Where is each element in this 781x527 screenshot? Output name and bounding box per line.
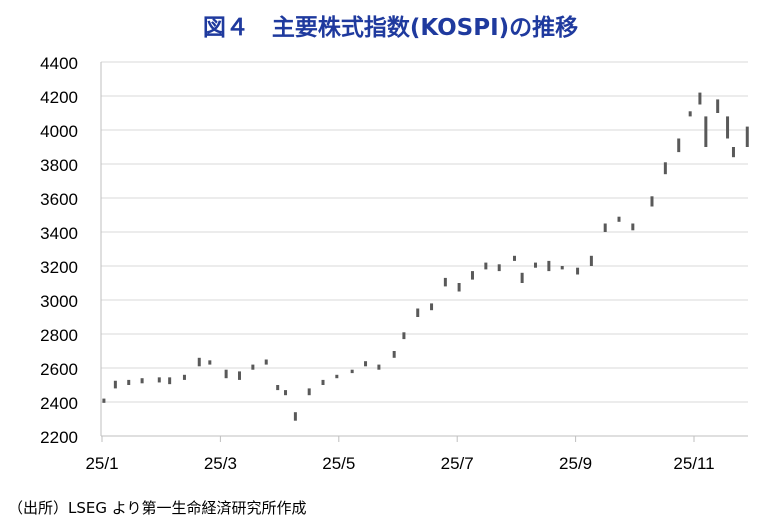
price-bar: [182, 374, 186, 380]
price-bar: [276, 385, 280, 391]
chart-title: 図４ 主要株式指数(KOSPI)の推移: [202, 15, 579, 41]
y-tick-label: 4200: [40, 88, 78, 107]
price-bar: [731, 147, 735, 158]
price-bar: [688, 111, 692, 117]
price-bar: [533, 262, 537, 268]
price-bar: [677, 138, 681, 153]
price-bar: [497, 264, 501, 272]
price-bar: [140, 378, 144, 384]
price-bar: [603, 223, 607, 232]
price-bar: [512, 255, 516, 261]
y-tick-label: 3000: [40, 292, 78, 311]
price-bar: [457, 283, 461, 292]
y-tick-label: 3400: [40, 224, 78, 243]
price-bar: [631, 223, 635, 231]
y-tick-label: 4000: [40, 122, 78, 141]
price-bar: [392, 351, 396, 358]
price-bar: [157, 377, 161, 383]
price-bar: [402, 332, 406, 340]
price-bar: [293, 412, 297, 421]
price-bar: [698, 92, 702, 105]
price-bar: [251, 364, 255, 370]
x-tick-label: 25/9: [559, 454, 592, 473]
price-bar: [284, 390, 288, 396]
price-bar: [364, 361, 368, 367]
price-bar: [617, 216, 621, 222]
price-bar: [745, 126, 749, 147]
x-tick-label: 25/11: [673, 454, 714, 473]
price-bar: [650, 196, 654, 207]
price-bar: [716, 99, 720, 113]
price-bar: [430, 303, 434, 311]
price-bar: [484, 262, 488, 270]
price-bar: [208, 360, 212, 365]
price-bar: [377, 364, 381, 370]
price-bar: [168, 377, 172, 385]
price-bar: [576, 267, 580, 275]
y-tick-label: 2800: [40, 326, 78, 345]
price-bar: [589, 255, 593, 266]
price-bar: [443, 277, 447, 287]
y-tick-label: 4400: [40, 54, 78, 73]
price-bar: [224, 369, 228, 379]
price-bar: [350, 369, 354, 374]
y-tick-label: 2600: [40, 360, 78, 379]
source-note: （出所）LSEG より第一生命経済研究所作成: [8, 499, 307, 517]
price-bar: [321, 379, 325, 385]
y-tick-label: 3800: [40, 156, 78, 175]
x-tick-label: 25/3: [204, 454, 237, 473]
y-tick-label: 2200: [40, 428, 78, 447]
price-bar: [307, 388, 311, 396]
x-tick-label: 25/7: [441, 454, 474, 473]
price-bar: [560, 266, 564, 270]
y-tick-label: 3200: [40, 258, 78, 277]
price-bar: [335, 374, 339, 379]
price-bar: [663, 162, 667, 175]
price-bar: [127, 379, 131, 385]
price-bar: [264, 359, 268, 365]
price-bar: [470, 271, 474, 280]
price-bar: [520, 272, 524, 283]
x-tick-label: 25/1: [85, 454, 118, 473]
price-bar: [197, 357, 201, 367]
y-tick-label: 3600: [40, 190, 78, 209]
price-bar: [102, 398, 106, 403]
price-bar: [726, 116, 730, 139]
price-bar: [547, 260, 551, 272]
price-bar: [416, 308, 420, 317]
price-bar: [237, 371, 241, 380]
price-bar: [113, 380, 117, 389]
x-tick-label: 25/5: [322, 454, 355, 473]
y-tick-label: 2400: [40, 394, 78, 413]
price-bar: [704, 116, 708, 147]
